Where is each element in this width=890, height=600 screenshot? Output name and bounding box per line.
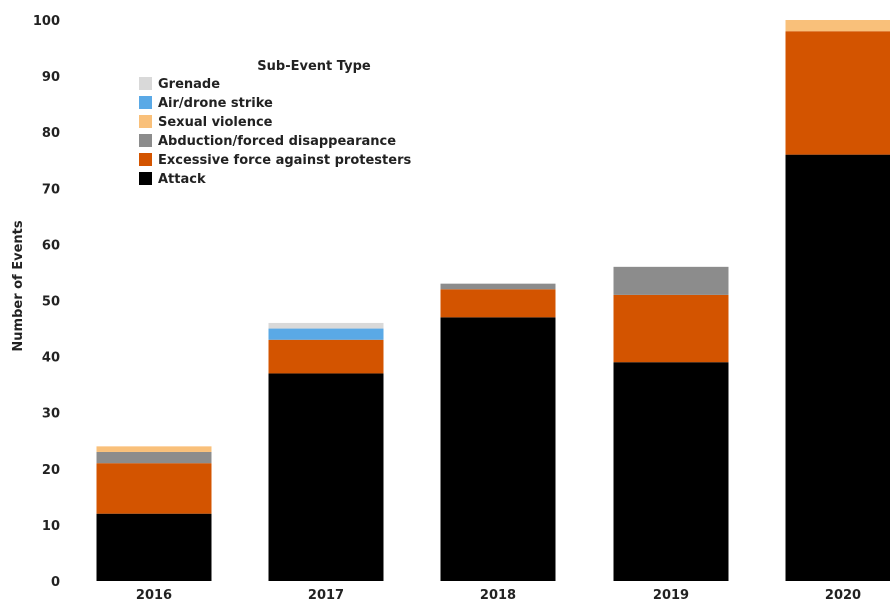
bar-stack-2016 bbox=[96, 446, 212, 581]
x-tick-label: 2016 bbox=[136, 588, 172, 600]
bar-stack-2017 bbox=[268, 322, 384, 581]
legend-swatch bbox=[139, 77, 152, 90]
legend-entry: Sexual violence bbox=[158, 115, 273, 130]
legend: Sub-Event Type Grenade Air/drone strike Se… bbox=[139, 59, 411, 187]
legend-swatch bbox=[139, 96, 152, 109]
legend-entry: Grenade bbox=[158, 77, 220, 92]
bar-segment bbox=[613, 294, 729, 363]
x-tick-label: 2018 bbox=[480, 588, 516, 600]
y-tick-label: 30 bbox=[42, 407, 60, 422]
bar-segment bbox=[268, 328, 384, 340]
bar-segment bbox=[268, 339, 384, 374]
y-tick-label: 50 bbox=[42, 295, 60, 310]
bars bbox=[96, 20, 890, 581]
bar-stack-2018 bbox=[440, 283, 556, 581]
y-tick-label: 70 bbox=[42, 182, 60, 197]
x-tick-label: 2019 bbox=[653, 588, 689, 600]
y-tick-label: 20 bbox=[42, 463, 60, 478]
bar-segment bbox=[96, 463, 212, 514]
bar-segment bbox=[613, 362, 729, 581]
y-tick-label: 40 bbox=[42, 351, 60, 366]
bar-segment bbox=[96, 446, 212, 452]
legend-swatch bbox=[139, 172, 152, 185]
y-axis-label: Number of Events bbox=[11, 220, 26, 351]
legend-swatch bbox=[139, 153, 152, 166]
x-tick-label: 2017 bbox=[308, 588, 344, 600]
bar-segment bbox=[613, 266, 729, 295]
y-tick-label: 10 bbox=[42, 519, 60, 534]
bar-segment bbox=[268, 322, 384, 329]
y-axis-ticks: 0 10 20 30 40 50 60 70 80 90 100 bbox=[33, 14, 60, 590]
bar-segment bbox=[96, 513, 212, 581]
x-tick-label: 2020 bbox=[825, 588, 861, 600]
bar-segment bbox=[785, 20, 890, 32]
bar-stack-2019 bbox=[613, 266, 729, 581]
bar-segment bbox=[785, 154, 890, 581]
legend-title: Sub-Event Type bbox=[257, 59, 371, 74]
legend-swatch bbox=[139, 134, 152, 147]
legend-entry: Abduction/forced disappearance bbox=[158, 134, 396, 149]
y-tick-label: 90 bbox=[42, 70, 60, 85]
bar-stack-2020 bbox=[785, 20, 890, 581]
y-axis-label-group: Number of Events bbox=[11, 220, 26, 351]
y-tick-label: 0 bbox=[51, 575, 60, 590]
x-axis-ticks: 2016 2017 2018 2019 2020 bbox=[136, 588, 861, 600]
legend-entry: Excessive force against protesters bbox=[158, 153, 411, 168]
bar-segment bbox=[440, 289, 556, 318]
y-tick-label: 100 bbox=[33, 14, 60, 29]
bar-segment bbox=[440, 317, 556, 581]
bar-segment bbox=[785, 31, 890, 155]
y-tick-label: 60 bbox=[42, 238, 60, 253]
bar-segment bbox=[268, 373, 384, 581]
bar-segment bbox=[96, 451, 212, 464]
legend-entry: Air/drone strike bbox=[158, 96, 273, 111]
legend-entry: Attack bbox=[158, 172, 206, 187]
bar-segment bbox=[440, 283, 556, 290]
y-tick-label: 80 bbox=[42, 126, 60, 141]
legend-swatch bbox=[139, 115, 152, 128]
